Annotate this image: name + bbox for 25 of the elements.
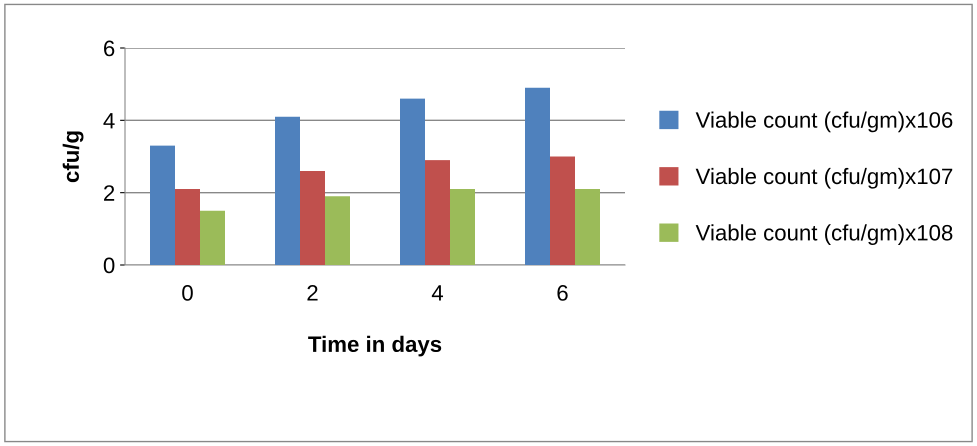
x-tick-label: 4 — [432, 285, 444, 301]
bar — [550, 156, 575, 265]
y-tick-label: 0 — [104, 258, 114, 274]
legend-label: Viable count (cfu/gm)x107 — [696, 168, 952, 189]
bar — [300, 170, 325, 265]
bar — [450, 189, 475, 265]
y-axis-title: cfu/g — [62, 131, 84, 182]
legend-label: Viable count (cfu/gm)x106 — [696, 112, 952, 132]
y-tick-label: 6 — [104, 40, 114, 56]
x-tick-label: 0 — [182, 285, 193, 301]
bar — [175, 189, 200, 265]
bar — [525, 88, 550, 265]
bar — [275, 116, 300, 265]
x-axis-title: Time in days — [308, 336, 442, 356]
y-tick-label: 4 — [103, 113, 115, 128]
bar — [400, 98, 425, 265]
legend-label: Viable count (cfu/gm)x108 — [696, 224, 952, 246]
x-tick-label: 6 — [557, 285, 568, 301]
bar — [150, 146, 175, 265]
bar — [200, 210, 225, 265]
bar — [325, 196, 350, 265]
bar — [575, 189, 600, 265]
y-tick-label: 2 — [104, 185, 114, 201]
x-tick-label: 2 — [307, 285, 318, 301]
bar — [425, 160, 450, 265]
